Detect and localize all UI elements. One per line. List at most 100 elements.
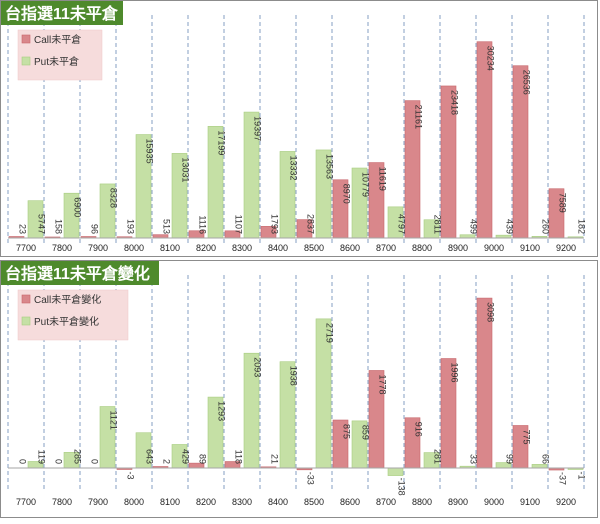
data-label: 7589 xyxy=(558,193,568,213)
category-label: 8700 xyxy=(376,497,396,507)
legend-swatch xyxy=(21,294,31,304)
data-label: 775 xyxy=(522,429,532,444)
data-label: 17199 xyxy=(217,130,227,155)
data-label: 1778 xyxy=(378,374,388,394)
category-label: 8200 xyxy=(196,497,216,507)
category-label: 8000 xyxy=(124,243,144,253)
category-label: 8500 xyxy=(304,497,324,507)
legend-box xyxy=(17,289,129,341)
legend-label: Call未平倉變化 xyxy=(34,293,101,306)
data-label: -37 xyxy=(558,472,568,485)
chart-panel-1: 23 158 96 193 513 1116 1107 1793 2837 8970 11619 21… xyxy=(0,0,598,257)
data-label: 1293 xyxy=(217,401,227,421)
data-label: 5747 xyxy=(37,214,47,234)
data-label: 1938 xyxy=(289,366,299,386)
put-bar xyxy=(531,464,548,469)
data-label: 2837 xyxy=(306,214,316,234)
data-label: 13332 xyxy=(289,155,299,180)
put-bar xyxy=(387,467,404,476)
data-label: 6900 xyxy=(73,197,83,217)
chart-title: 台指選11未平倉 xyxy=(5,4,119,23)
category-label: 9200 xyxy=(556,243,576,253)
category-label: 8700 xyxy=(376,243,396,253)
legend: Call未平倉 Put未平倉 xyxy=(17,29,103,81)
data-label: 513 xyxy=(162,219,172,234)
category-label: 9200 xyxy=(556,497,576,507)
data-label: 499 xyxy=(469,219,479,234)
data-label: 182 xyxy=(577,219,587,234)
data-label: -138 xyxy=(397,478,407,496)
data-label: 859 xyxy=(361,425,371,440)
category-label: 8300 xyxy=(232,497,252,507)
data-label: 429 xyxy=(181,449,191,464)
data-label: 23418 xyxy=(450,90,460,115)
data-label: 15935 xyxy=(145,139,155,164)
category-label: 8600 xyxy=(340,497,360,507)
title-box xyxy=(1,1,123,25)
category-label: 8800 xyxy=(412,497,432,507)
category-label: 8400 xyxy=(268,497,288,507)
category-label: 8800 xyxy=(412,243,432,253)
category-label: 8100 xyxy=(160,243,180,253)
data-label: 119 xyxy=(37,450,47,464)
data-label: 10779 xyxy=(361,172,371,197)
data-label: 193 xyxy=(126,219,136,234)
data-label: 4797 xyxy=(397,214,407,234)
category-label: 7900 xyxy=(88,497,108,507)
data-label: 439 xyxy=(505,219,515,234)
data-label: 2811 xyxy=(433,215,443,234)
data-label: -33 xyxy=(306,472,316,485)
data-label: 8970 xyxy=(342,184,352,204)
legend-label: Put未平倉 xyxy=(34,55,79,68)
data-label: 23 xyxy=(18,224,28,234)
category-label: 7800 xyxy=(52,497,72,507)
data-label: 281 xyxy=(433,449,443,464)
data-label: 8328 xyxy=(109,188,119,208)
category-label: 9100 xyxy=(520,243,540,253)
data-label: 2093 xyxy=(253,357,263,377)
data-label: 21161 xyxy=(414,105,424,129)
data-label: 158 xyxy=(54,219,64,234)
category-label: 8400 xyxy=(268,243,288,253)
legend-swatch xyxy=(21,56,31,66)
data-label: 13563 xyxy=(325,154,335,179)
category-label: 8600 xyxy=(340,243,360,253)
category-label: 8900 xyxy=(448,497,468,507)
data-label: 2719 xyxy=(325,323,335,343)
data-label: 26536 xyxy=(522,70,532,95)
legend-swatch xyxy=(21,34,31,44)
data-label: 1793 xyxy=(270,214,280,234)
data-label: 19397 xyxy=(253,116,263,141)
category-label: 9000 xyxy=(484,243,504,253)
legend-box xyxy=(17,29,103,81)
category-label: 9000 xyxy=(484,497,504,507)
category-label: 8000 xyxy=(124,497,144,507)
category-label: 8500 xyxy=(304,243,324,253)
data-label: 285 xyxy=(73,449,83,464)
data-label: 33 xyxy=(469,454,479,464)
category-label: 7800 xyxy=(52,243,72,253)
chart-title: 台指選11未平倉變化 xyxy=(5,264,150,283)
data-label: 99 xyxy=(505,454,515,464)
data-label: 118 xyxy=(234,450,244,464)
call-bar xyxy=(476,297,493,469)
legend: Call未平倉變化 Put未平倉變化 xyxy=(17,289,129,341)
data-label: 11619 xyxy=(378,167,388,191)
data-label: 916 xyxy=(414,422,424,437)
data-label: 3098 xyxy=(486,302,496,322)
data-label: -3 xyxy=(126,472,136,480)
data-label: 1996 xyxy=(450,363,460,383)
data-label: 2 xyxy=(162,459,172,464)
title-box xyxy=(1,261,159,285)
data-label: 1107 xyxy=(234,215,244,234)
chart-panel-2: 0 0 0 -3 2 89 118 21 -33 875 1778 916 1996 3098 775 -37… xyxy=(0,260,598,518)
category-label: 9100 xyxy=(520,497,540,507)
data-label: -1 xyxy=(577,472,587,480)
legend-label: Put未平倉變化 xyxy=(34,315,99,328)
category-label: 8100 xyxy=(160,497,180,507)
data-label: 96 xyxy=(90,224,100,234)
data-label: 0 xyxy=(18,459,28,464)
data-label: 0 xyxy=(90,459,100,464)
